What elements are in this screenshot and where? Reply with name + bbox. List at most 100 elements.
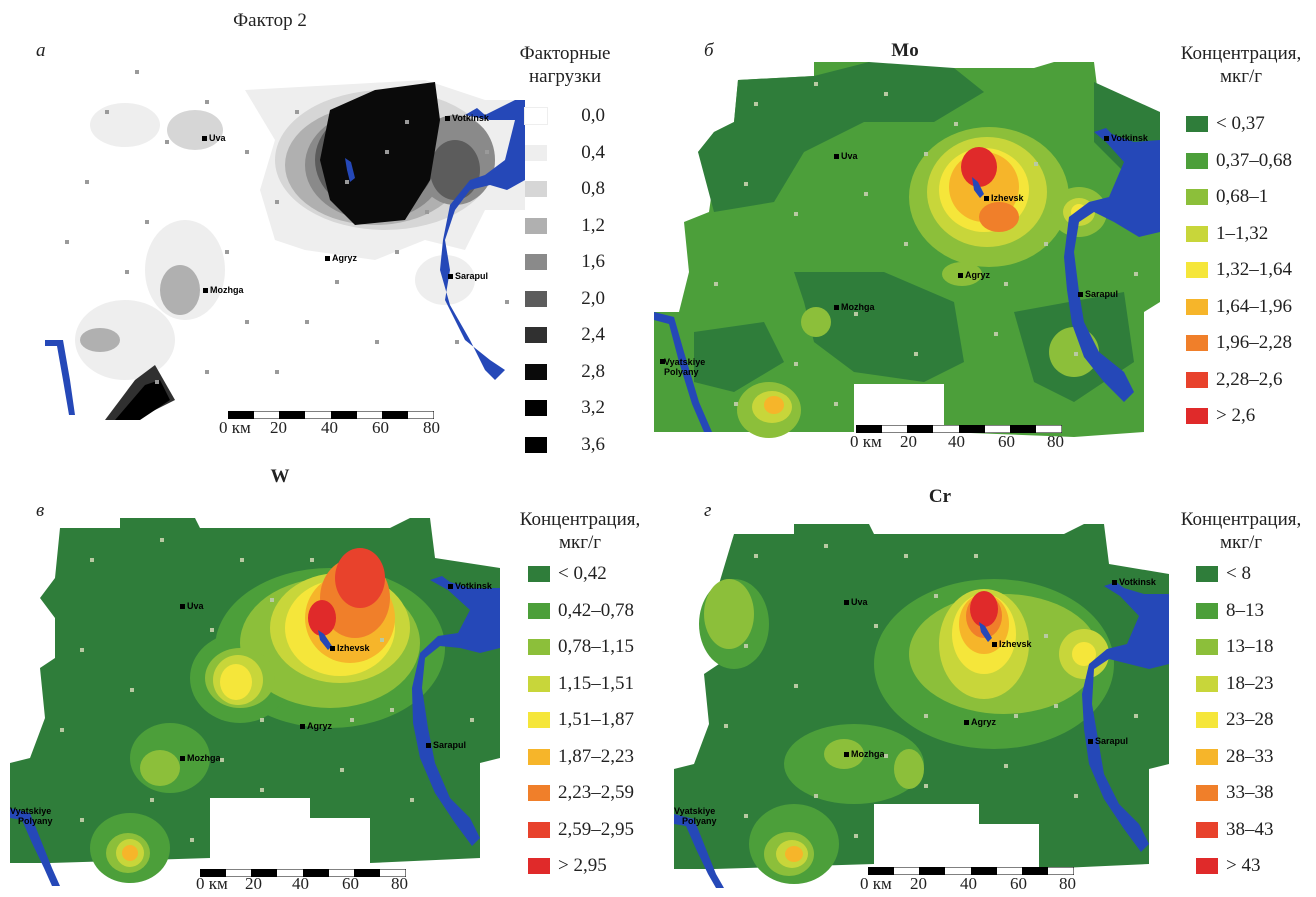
legend-swatch (1186, 408, 1208, 425)
panel-c-scale-80: 80 (391, 874, 408, 893)
legend-label: 2,28–2,6 (1216, 368, 1283, 390)
legend-item: 2,4 (525, 317, 605, 354)
panel-d-scale-60: 60 (1010, 874, 1027, 893)
panel-d-letter: г (704, 500, 712, 521)
legend-label: 1,15–1,51 (558, 672, 634, 694)
city-agryz: Agryz (965, 270, 991, 280)
legend-item: 0,37–0,68 (1186, 143, 1292, 180)
legend-label: 3,2 (581, 397, 605, 419)
city-mozhga: Mozhga (841, 302, 875, 312)
panel-b-legend-title-line1: Концентрация, (1180, 43, 1302, 64)
legend-swatch (1186, 189, 1208, 206)
legend-item: > 2,95 (528, 848, 634, 885)
legend-label: 1,6 (581, 251, 605, 273)
panel-b-legend: < 0,37 0,37–0,68 0,68–1 1–1,32 1,32–1,64 1,64… (1186, 106, 1292, 435)
legend-label: 8–13 (1226, 599, 1264, 621)
panel-d-legend: < 8 8–13 13–18 18–23 23–28 28–33 33–38 38–43 > 4… (1196, 556, 1274, 885)
legend-label: 1–1,32 (1216, 222, 1269, 244)
legend-swatch (525, 363, 547, 380)
legend-label: 0,68–1 (1216, 186, 1269, 208)
legend-swatch (1196, 566, 1218, 583)
city-uva: Uva (851, 597, 869, 607)
city-vyatskiye-2: Polyany (682, 816, 717, 826)
legend-item: 1,96–2,28 (1186, 325, 1292, 362)
panel-d-legend-title-line1: Концентрация, (1180, 509, 1302, 530)
legend-swatch (528, 602, 550, 619)
legend-swatch (1186, 262, 1208, 279)
legend-label: 2,59–2,95 (558, 818, 634, 840)
city-vyatskiye-1: Vyatskiye (664, 357, 705, 367)
panel-a-scale-80: 80 (423, 418, 440, 437)
legend-label: 0,78–1,15 (558, 636, 634, 658)
panel-c-scale-20: 20 (245, 874, 262, 893)
panel-a-scale-40: 40 (321, 418, 338, 437)
legend-label: 3,6 (581, 433, 605, 455)
legend-item: 0,8 (525, 171, 605, 208)
city-izhevsk: Izhevsk (337, 643, 371, 653)
legend-swatch (528, 639, 550, 656)
legend-item: 2,23–2,59 (528, 775, 634, 812)
legend-label: 0,4 (581, 141, 605, 163)
panel-b-scale-0: 0 км (850, 432, 882, 451)
legend-label: 0,8 (581, 178, 605, 200)
legend-item: 3,2 (525, 390, 605, 427)
legend-label: 2,0 (581, 287, 605, 309)
panel-a-scale-20: 20 (270, 418, 287, 437)
city-uva: Uva (841, 151, 859, 161)
legend-swatch (525, 181, 547, 198)
legend-swatch (1186, 152, 1208, 169)
legend-swatch (1196, 675, 1218, 692)
panel-a-title: Фактор 2 (233, 10, 307, 31)
panel-b-title: Mo (891, 40, 919, 61)
panel-a-scale-0: 0 км (219, 418, 251, 437)
panel-a-sample-points (65, 70, 509, 384)
panel-a-legend-title-line2: нагрузки (528, 66, 602, 87)
panel-c-legend-title-line1: Концентрация, (519, 509, 641, 530)
city-sarapul: Sarapul (433, 740, 466, 750)
legend-label: 2,4 (581, 324, 605, 346)
panel-c-legend-title: Концентрация, мкг/г (505, 508, 655, 554)
legend-swatch (1196, 748, 1218, 765)
panel-b-sample-points (714, 82, 1138, 406)
panel-d-title: Cr (928, 486, 952, 507)
legend-swatch (525, 217, 547, 234)
legend-item: 1,6 (525, 244, 605, 281)
city-vyatskiye-1: Vyatskiye (674, 806, 715, 816)
legend-item: 1,2 (525, 208, 605, 245)
panel-b-legend-title-line2: мкг/г (1219, 66, 1263, 87)
legend-label: 2,23–2,59 (558, 782, 634, 804)
city-agryz: Agryz (307, 721, 333, 731)
legend-swatch (1196, 712, 1218, 729)
legend-swatch (528, 566, 550, 583)
legend-swatch (528, 785, 550, 802)
legend-label: 1,64–1,96 (1216, 295, 1292, 317)
legend-item: 1–1,32 (1186, 216, 1292, 253)
legend-swatch (525, 254, 547, 271)
legend-item: 0,4 (525, 135, 605, 172)
legend-label: < 8 (1226, 563, 1251, 585)
legend-label: 0,42–0,78 (558, 599, 634, 621)
legend-label: 0,0 (581, 105, 605, 127)
panel-b-scale-20: 20 (900, 432, 917, 451)
panel-b-scale-80: 80 (1047, 432, 1064, 451)
legend-item: 1,51–1,87 (528, 702, 634, 739)
legend-swatch (525, 327, 547, 344)
legend-item: 1,64–1,96 (1186, 289, 1292, 326)
legend-swatch (1186, 298, 1208, 315)
city-vyatskiye-2: Polyany (18, 816, 53, 826)
city-sarapul: Sarapul (1085, 289, 1118, 299)
panel-d-scale-20: 20 (910, 874, 927, 893)
panel-b-city-labels: Uva Votkinsk Izhevsk Agryz Sarapul Mozhg… (660, 133, 1149, 377)
legend-label: < 0,37 (1216, 113, 1265, 135)
legend-item: 28–33 (1196, 739, 1274, 776)
panel-c-legend: < 0,42 0,42–0,78 0,78–1,15 1,15–1,51 1,51–1,… (528, 556, 634, 885)
legend-item: 1,32–1,64 (1186, 252, 1292, 289)
legend-swatch (1186, 371, 1208, 388)
legend-item: 0,68–1 (1186, 179, 1292, 216)
legend-swatch (1196, 602, 1218, 619)
city-uva: Uva (209, 133, 227, 143)
panel-b-scale-40: 40 (948, 432, 965, 451)
city-izhevsk: Izhevsk (999, 639, 1033, 649)
legend-item: < 0,37 (1186, 106, 1292, 143)
panel-c-scale-60: 60 (342, 874, 359, 893)
